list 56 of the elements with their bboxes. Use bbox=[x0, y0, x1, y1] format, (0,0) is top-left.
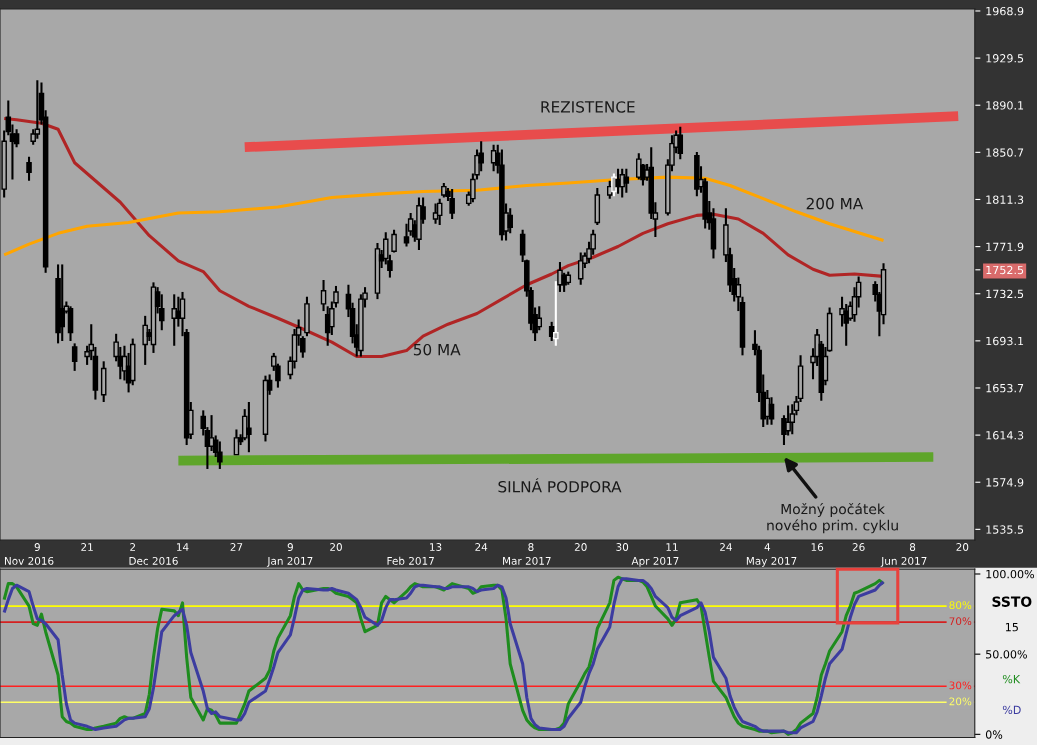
text: SSTO bbox=[992, 596, 1032, 607]
x-tick-label: 26 bbox=[852, 543, 865, 551]
x-tick-label: 20 bbox=[330, 543, 342, 551]
y-tick-label: 1732.5 bbox=[986, 289, 1024, 299]
y-tick-label: 100.00% bbox=[986, 569, 1035, 579]
x-tick-label: 8 bbox=[528, 543, 534, 551]
x2-tick-label: Jan 2017 bbox=[266, 556, 313, 567]
y-tick-label: 1614.3 bbox=[986, 431, 1024, 440]
x2-tick-label: May 2017 bbox=[746, 556, 797, 567]
y-tick-label: 0% bbox=[985, 730, 1003, 739]
x2-tick-label: Feb 2017 bbox=[387, 556, 434, 565]
y-tick-label: 1811.3 bbox=[986, 195, 1024, 204]
x-tick-label: 13 bbox=[430, 543, 442, 551]
x-tick-label: 21 bbox=[81, 543, 93, 551]
x-tick-label: 24 bbox=[720, 543, 732, 551]
x-tick-label: 16 bbox=[811, 543, 824, 551]
ref-line-label: 30% bbox=[949, 681, 972, 690]
text: %D bbox=[1002, 705, 1021, 715]
y-tick-label: 50.00% bbox=[986, 650, 1027, 659]
y-tick-label: 1653.7 bbox=[986, 383, 1024, 393]
text: 15 bbox=[1005, 623, 1018, 632]
x-tick-label: 11 bbox=[666, 543, 678, 551]
x2-tick-label: Dec 2016 bbox=[129, 556, 178, 565]
x-tick-label: 8 bbox=[909, 543, 916, 551]
annotation: Možný počátek nového prim. cyklu bbox=[767, 503, 898, 534]
x-tick-label: 4 bbox=[764, 543, 771, 551]
y-tick-label: 1890.1 bbox=[986, 101, 1024, 110]
y-tick-label: 1929.5 bbox=[986, 54, 1024, 63]
y-tick-label: 1574.9 bbox=[986, 478, 1024, 487]
x-tick-label: 9 bbox=[287, 543, 293, 551]
text: %K bbox=[1002, 674, 1021, 684]
ref-line-label: 80% bbox=[949, 601, 972, 610]
annotation: 200 MA bbox=[806, 197, 864, 210]
x-tick-label: 20 bbox=[956, 543, 969, 551]
x-tick-label: 14 bbox=[177, 543, 189, 551]
y-tick-label: 1968.9 bbox=[986, 6, 1024, 16]
x-tick-label: 24 bbox=[475, 543, 488, 551]
x-tick-label: 2 bbox=[130, 543, 136, 551]
x-tick-label: 20 bbox=[574, 543, 587, 551]
y-tick-label: 1693.1 bbox=[986, 336, 1024, 346]
annotation: 50 MA bbox=[413, 343, 461, 356]
annotation: SILNÁ PODPORA bbox=[498, 478, 622, 493]
y-tick-label: 1771.9 bbox=[986, 242, 1024, 251]
x-tick-label: 27 bbox=[230, 543, 243, 551]
y-tick-label: 1850.7 bbox=[986, 148, 1024, 157]
ref-line-label: 70% bbox=[949, 617, 972, 626]
x-tick-label: 30 bbox=[616, 543, 629, 551]
x2-tick-label: Nov 2016 bbox=[4, 556, 54, 565]
annotation: REZISTENCE bbox=[541, 101, 635, 113]
ref-line-label: 20% bbox=[949, 697, 972, 706]
x2-tick-label: Jun 2017 bbox=[880, 556, 927, 567]
x2-tick-label: Mar 2017 bbox=[503, 556, 551, 565]
x-tick-label: 9 bbox=[34, 543, 40, 551]
x2-tick-label: Apr 2017 bbox=[631, 556, 679, 567]
y-tick-label: 1535.5 bbox=[986, 525, 1024, 534]
y-tick-label: 1752.5 bbox=[986, 265, 1024, 275]
